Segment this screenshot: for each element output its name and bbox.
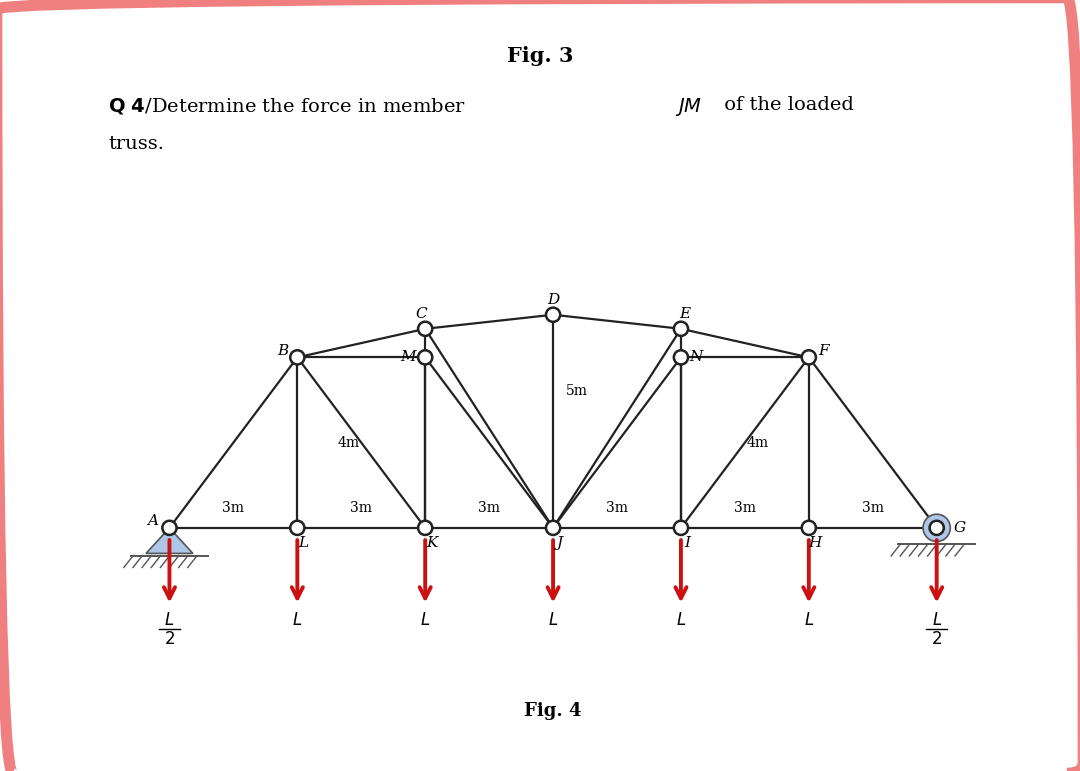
Circle shape bbox=[418, 350, 433, 365]
Text: $L$: $L$ bbox=[932, 612, 942, 629]
Text: E: E bbox=[679, 307, 691, 321]
Circle shape bbox=[418, 322, 433, 336]
Text: A: A bbox=[147, 514, 158, 528]
Circle shape bbox=[293, 352, 302, 362]
Circle shape bbox=[929, 520, 944, 536]
Text: 3m: 3m bbox=[350, 501, 373, 515]
Text: I: I bbox=[685, 536, 690, 550]
Text: J: J bbox=[556, 536, 563, 550]
Circle shape bbox=[673, 322, 689, 336]
Text: F: F bbox=[819, 344, 829, 358]
Text: $L$: $L$ bbox=[420, 612, 430, 629]
Text: H: H bbox=[809, 536, 822, 550]
Text: $\bf{Q\ 4}$/Determine the force in member: $\bf{Q\ 4}$/Determine the force in membe… bbox=[108, 96, 465, 116]
Text: Fig. 4: Fig. 4 bbox=[524, 702, 582, 720]
Circle shape bbox=[548, 523, 558, 533]
Text: $2$: $2$ bbox=[164, 631, 175, 648]
Text: Fig. 3: Fig. 3 bbox=[507, 46, 573, 66]
Text: $L$: $L$ bbox=[548, 612, 558, 629]
Text: G: G bbox=[954, 521, 967, 535]
Circle shape bbox=[545, 520, 561, 536]
Circle shape bbox=[673, 520, 689, 536]
Circle shape bbox=[418, 520, 433, 536]
Circle shape bbox=[676, 523, 686, 533]
Text: $L$: $L$ bbox=[676, 612, 686, 629]
Text: 3m: 3m bbox=[862, 501, 883, 515]
Text: 3m: 3m bbox=[478, 501, 500, 515]
Text: 4m: 4m bbox=[337, 436, 360, 449]
Text: M: M bbox=[401, 350, 416, 365]
Text: 4m: 4m bbox=[746, 436, 769, 449]
Text: $L$: $L$ bbox=[293, 612, 302, 629]
Text: N: N bbox=[689, 350, 703, 365]
Circle shape bbox=[162, 520, 177, 536]
Circle shape bbox=[164, 523, 175, 533]
Text: L: L bbox=[299, 536, 309, 550]
Text: of the loaded: of the loaded bbox=[718, 96, 854, 114]
Circle shape bbox=[289, 520, 305, 536]
Polygon shape bbox=[146, 528, 193, 554]
Circle shape bbox=[801, 350, 816, 365]
Circle shape bbox=[801, 520, 816, 536]
Circle shape bbox=[932, 523, 942, 533]
Text: 3m: 3m bbox=[606, 501, 627, 515]
Circle shape bbox=[545, 307, 561, 322]
Circle shape bbox=[420, 523, 430, 533]
Text: $\mathit{JM}$: $\mathit{JM}$ bbox=[675, 96, 702, 119]
Text: C: C bbox=[415, 307, 427, 321]
Text: K: K bbox=[426, 536, 437, 550]
Circle shape bbox=[548, 310, 558, 320]
Circle shape bbox=[289, 350, 305, 365]
Text: 3m: 3m bbox=[734, 501, 756, 515]
Circle shape bbox=[804, 523, 814, 533]
Circle shape bbox=[923, 514, 950, 541]
Text: $L$: $L$ bbox=[164, 612, 175, 629]
Text: $2$: $2$ bbox=[931, 631, 942, 648]
Circle shape bbox=[420, 352, 430, 362]
Circle shape bbox=[804, 352, 814, 362]
Circle shape bbox=[676, 352, 686, 362]
Circle shape bbox=[293, 523, 302, 533]
Text: truss.: truss. bbox=[108, 135, 164, 153]
Circle shape bbox=[420, 324, 430, 334]
Circle shape bbox=[673, 350, 689, 365]
Circle shape bbox=[676, 324, 686, 334]
Text: $L$: $L$ bbox=[804, 612, 814, 629]
Text: 5m: 5m bbox=[566, 385, 588, 399]
Text: B: B bbox=[276, 344, 288, 358]
Text: 3m: 3m bbox=[222, 501, 244, 515]
Text: D: D bbox=[546, 293, 559, 307]
